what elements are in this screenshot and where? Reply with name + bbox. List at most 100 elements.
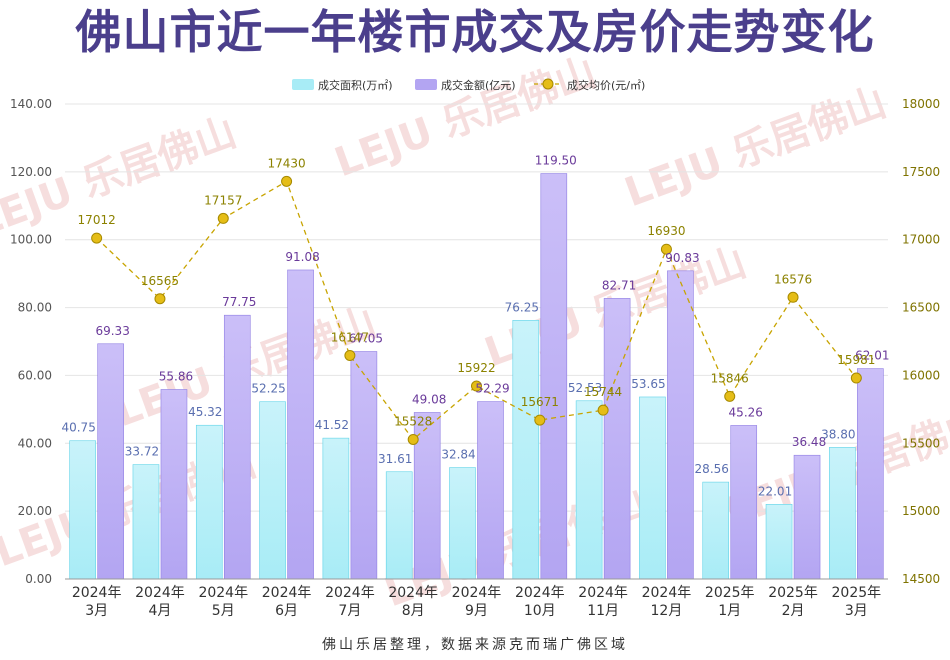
- y-right-tick-label: 16500: [902, 301, 940, 315]
- x-tick-label-line: 10月: [524, 603, 556, 619]
- data-label-amount: 69.33: [95, 324, 129, 338]
- legend-label-price: 成交均价(元/㎡): [567, 78, 645, 92]
- price-point: [407, 433, 419, 445]
- bar-area: [449, 467, 476, 580]
- bar-area: [195, 424, 223, 580]
- y-axis-right: 14500 15000 15500 16000 16500 17000 17500 18000: [902, 97, 940, 586]
- bar-area: [512, 319, 540, 580]
- x-tick-label: 2025年 1月: [705, 585, 755, 619]
- data-label-price: 15922: [457, 361, 495, 375]
- bar-amount: [160, 389, 188, 580]
- bar-area: [69, 440, 96, 580]
- x-tick-label: 2024年 12月: [642, 585, 692, 619]
- x-tick-label: 2025年 2月: [768, 585, 818, 619]
- x-tick-label-line: 2024年: [325, 585, 375, 601]
- bar-amount: [350, 351, 378, 580]
- data-label-amount: 49.08: [412, 392, 446, 406]
- data-label-area: 31.61: [378, 452, 412, 466]
- x-tick-label: 2024年 6月: [262, 585, 312, 619]
- price-line-series: [91, 175, 862, 445]
- data-label-price: 15846: [711, 371, 749, 385]
- data-label-price: 17430: [267, 156, 305, 170]
- y-left-tick-label: 100.00: [10, 233, 52, 247]
- bar-amount: [223, 314, 251, 580]
- bar-amount: [667, 270, 694, 580]
- y-left-tick-label: 80.00: [18, 301, 52, 315]
- data-label-area: 52.53: [568, 381, 602, 395]
- bar-area: [259, 401, 286, 580]
- bar-area: [829, 447, 856, 580]
- y-right-tick-label: 15500: [902, 436, 940, 450]
- y-left-tick-label: 20.00: [18, 504, 52, 518]
- y-right-tick-label: 17000: [902, 233, 940, 247]
- data-label-price: 15744: [584, 385, 622, 399]
- legend-swatch-amount: [415, 79, 437, 90]
- x-tick-label: 2024年 7月: [325, 585, 375, 619]
- price-point: [91, 232, 103, 244]
- x-tick-label-line: 9月: [465, 603, 488, 619]
- data-label-amount: 77.75: [222, 295, 256, 309]
- x-tick-label: 2024年 10月: [515, 585, 565, 619]
- data-label-area: 53.65: [631, 377, 665, 391]
- data-label-area: 41.52: [315, 418, 349, 432]
- data-label-area: 40.75: [61, 421, 95, 435]
- x-tick-label-line: 2024年: [72, 585, 122, 601]
- price-point: [344, 349, 356, 361]
- y-right-tick-label: 18000: [902, 97, 940, 111]
- x-tick-label-line: 2024年: [642, 585, 692, 601]
- x-tick-label-line: 4月: [149, 603, 172, 619]
- x-tick-label-line: 12月: [651, 603, 683, 619]
- x-tick-label-line: 2月: [782, 603, 805, 619]
- bar-amount: [287, 269, 314, 580]
- x-tick-label-line: 3月: [845, 603, 868, 619]
- x-tick-label-line: 11月: [587, 603, 619, 619]
- x-tick-label-line: 2024年: [578, 585, 628, 601]
- data-label-price: 16147: [331, 330, 369, 344]
- data-label-amount: 119.50: [535, 154, 577, 168]
- data-label-amount: 91.08: [285, 250, 319, 264]
- y-right-tick-label: 15000: [902, 504, 940, 518]
- price-point: [471, 380, 482, 392]
- x-tick-label-line: 1月: [718, 603, 741, 619]
- bar-amount: [540, 173, 568, 580]
- x-tick-label-line: 2024年: [515, 585, 565, 601]
- data-label-area: 38.80: [821, 427, 855, 441]
- x-tick-label: 2024年 5月: [198, 585, 248, 619]
- data-label-price: 16565: [141, 274, 179, 288]
- data-label-price: 15671: [521, 395, 559, 409]
- y-left-tick-label: 140.00: [10, 97, 52, 111]
- data-label-amount: 45.26: [729, 405, 763, 419]
- x-tick-label-line: 7月: [338, 603, 361, 619]
- bar-amount: [857, 368, 884, 580]
- y-right-tick-label: 17500: [902, 165, 940, 179]
- y-left-tick-label: 0.00: [25, 572, 52, 586]
- data-label-amount: 52.29: [475, 382, 509, 396]
- x-tick-label-line: 2025年: [705, 585, 755, 601]
- price-point: [660, 243, 672, 255]
- y-left-tick-label: 40.00: [18, 436, 52, 450]
- x-tick-label-line: 3月: [85, 603, 108, 619]
- x-tick-label: 2024年 9月: [452, 585, 502, 619]
- data-label-area: 22.01: [758, 484, 792, 498]
- legend-swatch-dot: [542, 78, 554, 90]
- legend-label-area: 成交面积(万㎡): [318, 78, 393, 92]
- bar-area: [132, 464, 160, 580]
- data-label-area: 76.25: [505, 300, 539, 314]
- data-label-price: 17012: [78, 213, 116, 227]
- data-label-amount: 90.83: [665, 251, 699, 265]
- x-tick-label: 2024年 3月: [72, 585, 122, 619]
- data-label-price: 16930: [647, 224, 685, 238]
- price-point: [217, 212, 229, 224]
- price-point: [281, 175, 293, 187]
- bar-area: [575, 400, 603, 580]
- bar-area: [702, 481, 730, 580]
- x-tick-label-line: 6月: [275, 603, 298, 619]
- x-tick-label-line: 2024年: [388, 585, 438, 601]
- x-tick-label-line: 2024年: [452, 585, 502, 601]
- data-label-amount: 62.01: [855, 349, 889, 363]
- data-label-price: 17157: [204, 193, 242, 207]
- bar-area: [385, 471, 413, 580]
